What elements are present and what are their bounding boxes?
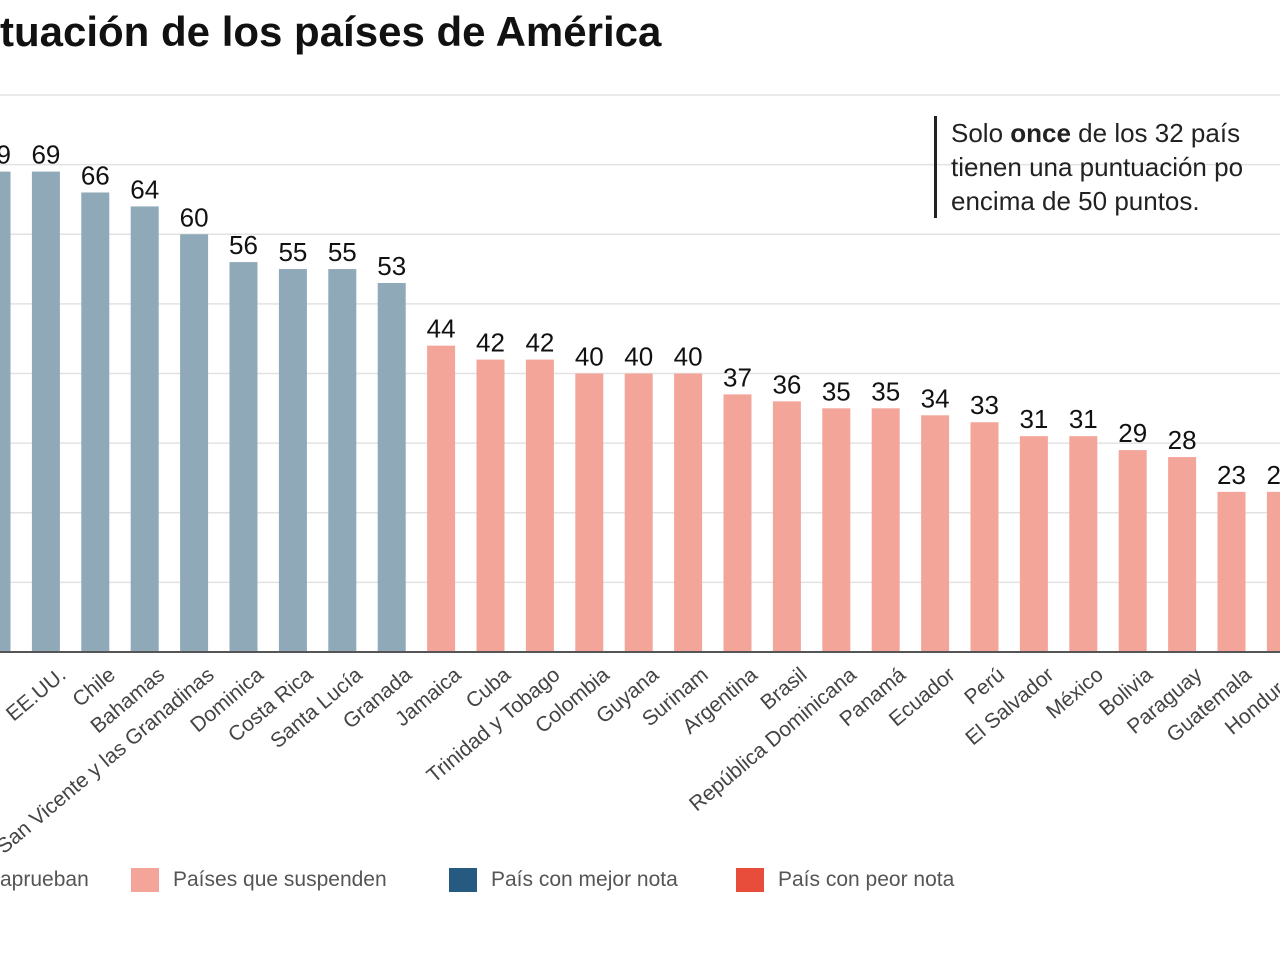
bar bbox=[31, 171, 60, 652]
bar bbox=[525, 359, 554, 652]
data-label: 42 bbox=[525, 328, 554, 358]
bar bbox=[970, 422, 999, 652]
bar bbox=[921, 415, 950, 652]
data-label: 64 bbox=[130, 174, 159, 204]
data-label: 53 bbox=[377, 251, 406, 281]
data-label: 35 bbox=[871, 376, 900, 406]
annotation-bold: once bbox=[1010, 118, 1071, 148]
bar bbox=[328, 269, 357, 652]
annotation-text: encima de 50 puntos. bbox=[951, 186, 1200, 216]
bar bbox=[0, 171, 11, 652]
bar bbox=[822, 408, 851, 652]
legend-label: País con mejor nota bbox=[491, 868, 678, 891]
bar bbox=[575, 373, 604, 652]
legend-label: Países que suspenden bbox=[173, 868, 387, 891]
data-label: 60 bbox=[180, 202, 209, 232]
bar bbox=[1217, 491, 1246, 652]
data-label: 56 bbox=[229, 230, 258, 260]
legend-item-suspenden: Países que suspenden bbox=[131, 868, 387, 892]
data-label: 42 bbox=[476, 328, 505, 358]
data-label: 69 bbox=[0, 140, 11, 170]
data-label: 28 bbox=[1168, 425, 1197, 455]
data-label: 55 bbox=[278, 237, 307, 267]
bar bbox=[476, 359, 505, 652]
bar bbox=[229, 262, 258, 652]
annotation-text: de los 32 país bbox=[1070, 118, 1241, 148]
legend-label: País con peor nota bbox=[778, 868, 955, 891]
data-label: 34 bbox=[921, 383, 950, 413]
data-label: 23 bbox=[1217, 460, 1246, 490]
bar bbox=[674, 373, 703, 652]
legend-swatch bbox=[449, 868, 477, 892]
bar bbox=[772, 401, 801, 652]
data-label: 44 bbox=[427, 314, 456, 344]
legend-item-peor: País con peor nota bbox=[736, 868, 954, 892]
tick-label: EE.UU. bbox=[2, 663, 70, 726]
chart-title: tuación de los países de América bbox=[0, 8, 662, 55]
data-label: 40 bbox=[674, 342, 703, 372]
data-label: 40 bbox=[575, 342, 604, 372]
legend-swatch bbox=[131, 868, 159, 892]
data-label: 36 bbox=[772, 369, 801, 399]
bar bbox=[1266, 491, 1280, 652]
bar bbox=[427, 345, 456, 652]
data-label: 23 bbox=[1266, 460, 1280, 490]
data-label: 69 bbox=[31, 140, 60, 170]
data-label: 35 bbox=[822, 376, 851, 406]
data-label: 29 bbox=[1118, 418, 1147, 448]
bar bbox=[1118, 450, 1147, 652]
data-label: 55 bbox=[328, 237, 357, 267]
data-label: 33 bbox=[970, 390, 999, 420]
data-label: 66 bbox=[81, 160, 110, 190]
annotation: Solo once de los 32 país tienen una punt… bbox=[934, 116, 1243, 218]
bar bbox=[81, 192, 110, 652]
annotation-text: tienen una puntuación po bbox=[951, 152, 1244, 182]
bar bbox=[1168, 457, 1197, 652]
bar bbox=[1019, 436, 1048, 652]
bar bbox=[1069, 436, 1098, 652]
data-label: 31 bbox=[1019, 404, 1048, 434]
annotation-text: Solo bbox=[951, 118, 1011, 148]
bar bbox=[180, 234, 209, 652]
bar bbox=[377, 282, 406, 652]
data-label: 31 bbox=[1069, 404, 1098, 434]
legend-item-aprueban: aprueban bbox=[0, 868, 89, 892]
legend-swatch bbox=[736, 868, 764, 892]
data-label: 40 bbox=[624, 342, 653, 372]
bar bbox=[871, 408, 900, 652]
bar bbox=[624, 373, 653, 652]
legend-label: aprueban bbox=[0, 868, 89, 891]
bar bbox=[278, 269, 307, 652]
legend-item-mejor: País con mejor nota bbox=[449, 868, 678, 892]
bar bbox=[723, 394, 752, 652]
data-label: 37 bbox=[723, 362, 752, 392]
bar bbox=[130, 206, 159, 652]
tick-label: México bbox=[1042, 663, 1108, 723]
